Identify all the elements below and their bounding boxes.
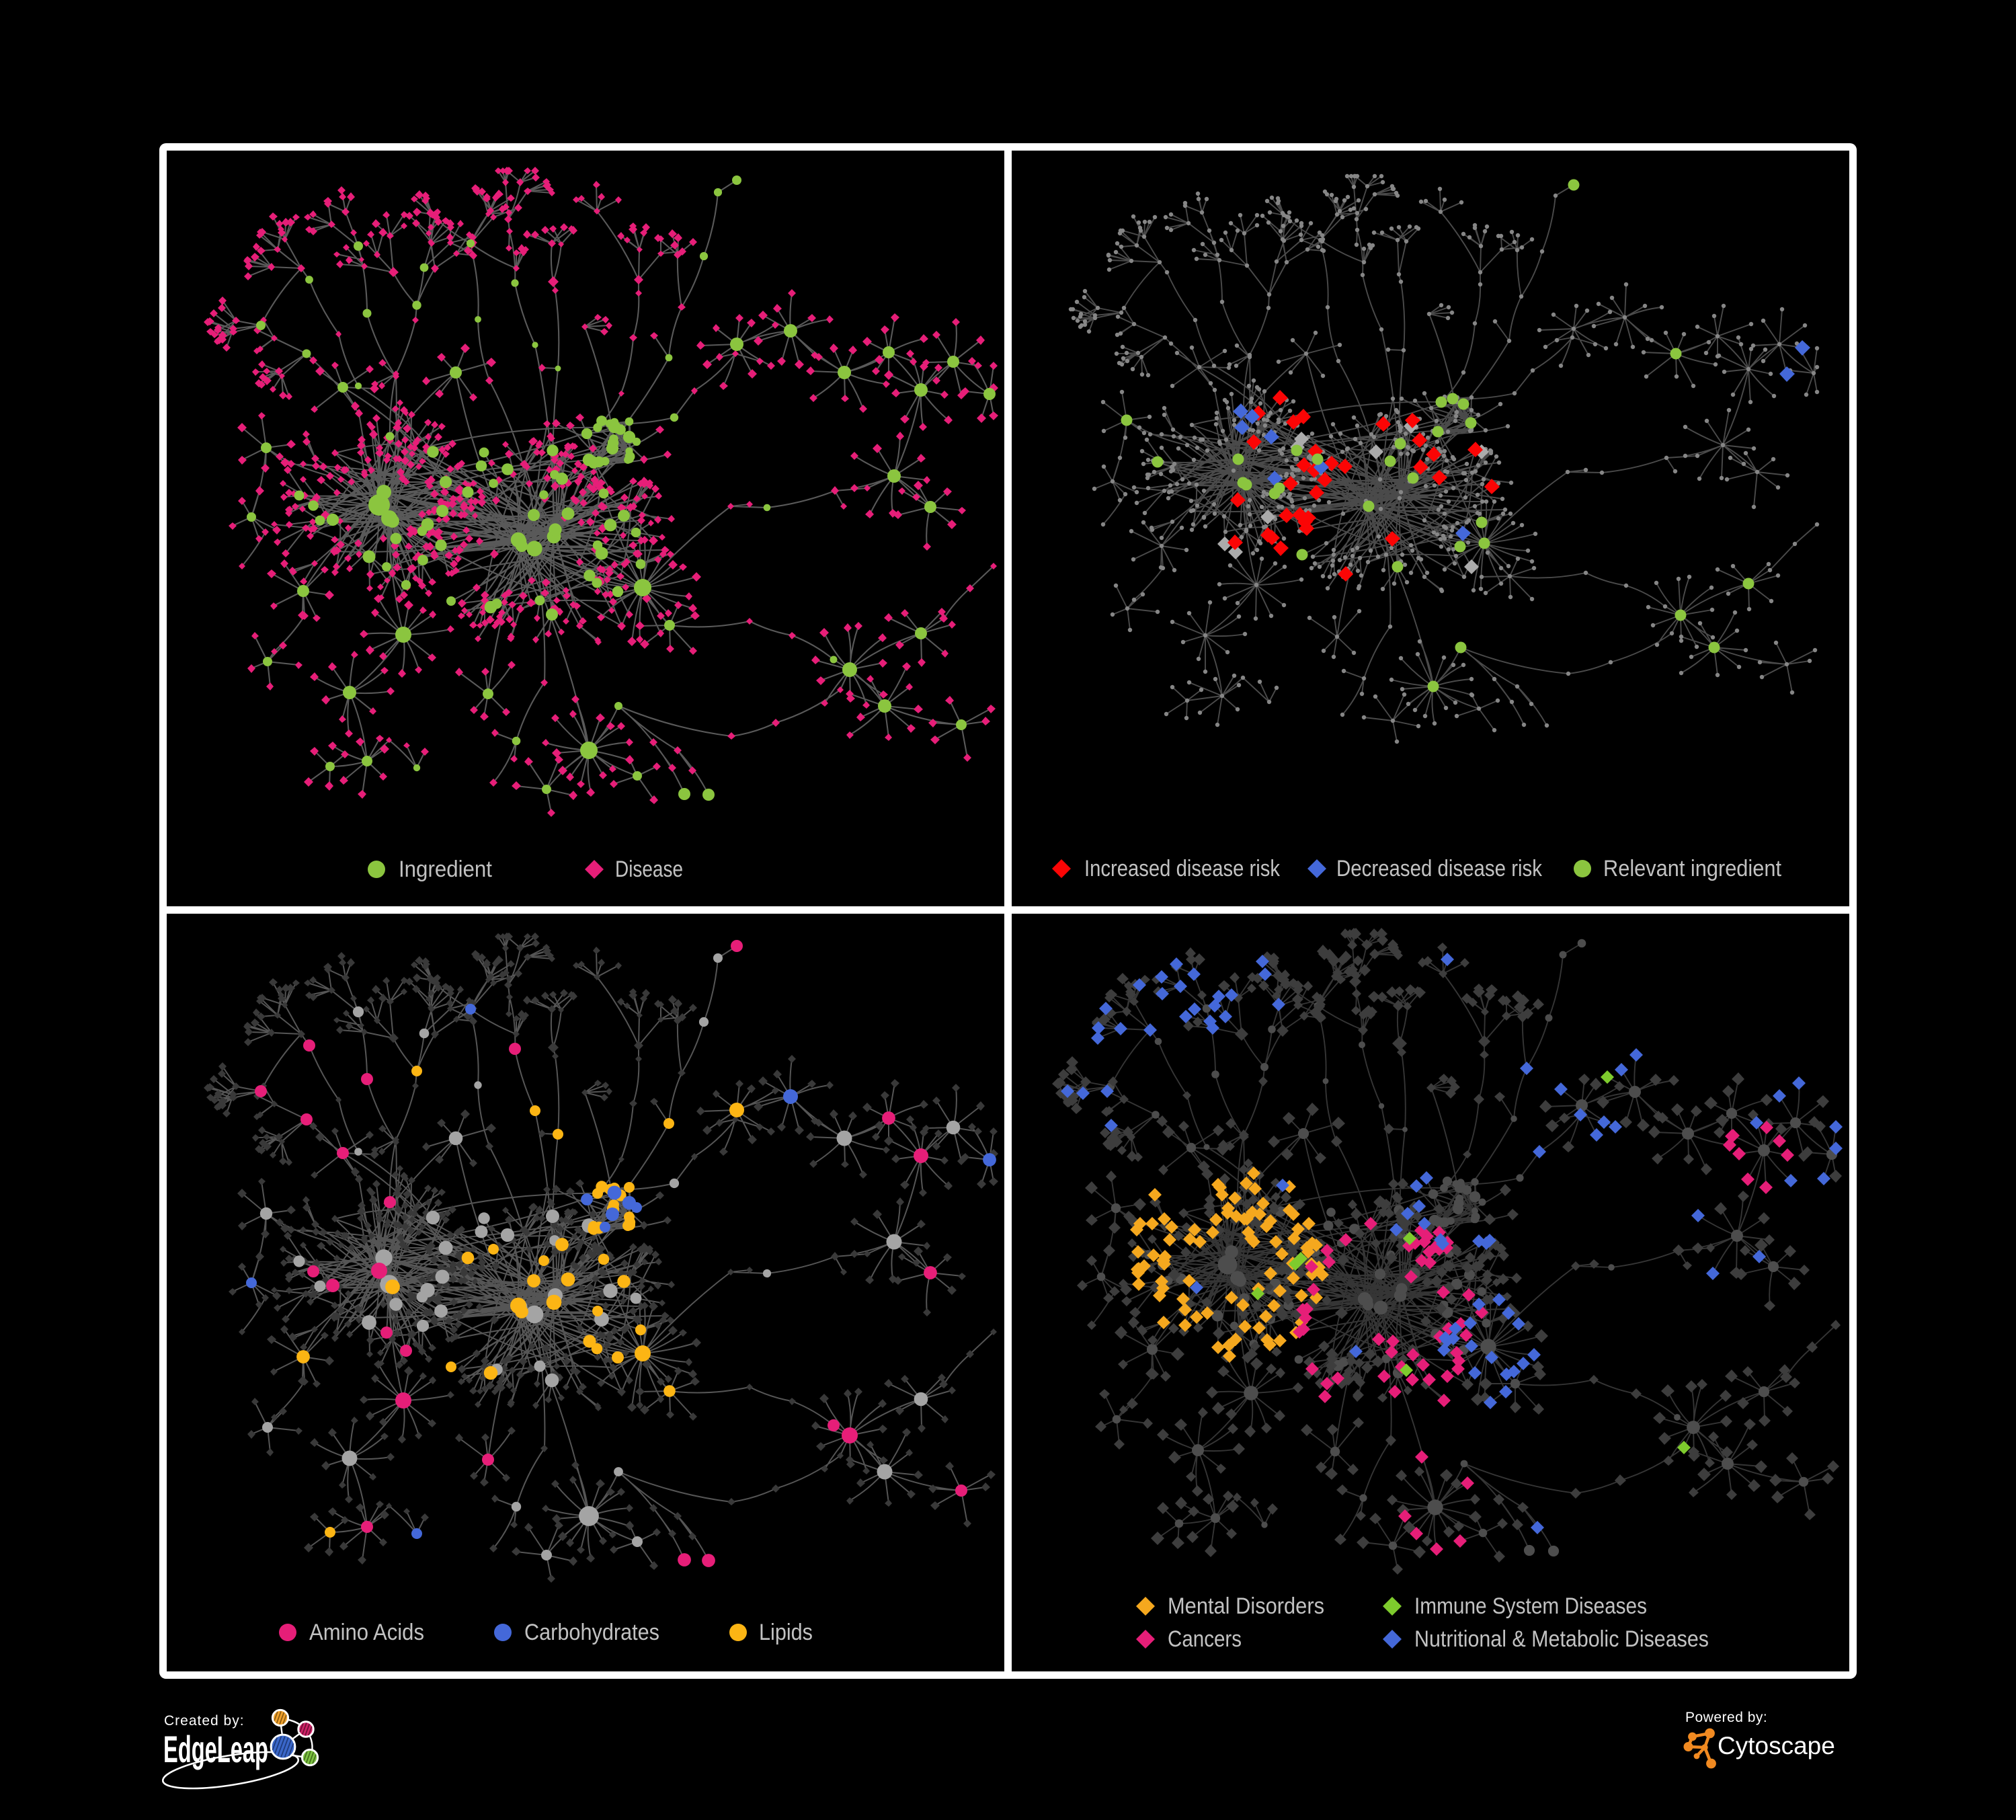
svg-text:Cytoscape: Cytoscape <box>1718 1732 1835 1759</box>
svg-text:Ingredient: Ingredient <box>399 857 492 882</box>
svg-text:Lipids: Lipids <box>759 1620 813 1645</box>
svg-text:Nutritional & Metabolic Diseas: Nutritional & Metabolic Diseases <box>1414 1626 1709 1652</box>
svg-text:Increased disease risk: Increased disease risk <box>1084 856 1281 881</box>
svg-text:Cancers: Cancers <box>1168 1626 1242 1652</box>
svg-text:Amino Acids: Amino Acids <box>309 1620 424 1645</box>
svg-text:Relevant ingredient: Relevant ingredient <box>1603 856 1782 881</box>
svg-text:Decreased disease risk: Decreased disease risk <box>1336 856 1543 881</box>
svg-text:Immune System Diseases: Immune System Diseases <box>1414 1593 1647 1619</box>
svg-text:Powered by:: Powered by: <box>1685 1710 1767 1725</box>
svg-text:EdgeLeap: EdgeLeap <box>163 1728 268 1770</box>
svg-text:Created by:: Created by: <box>164 1713 245 1729</box>
svg-text:Carbohydrates: Carbohydrates <box>524 1620 659 1645</box>
svg-text:Mental Disorders: Mental Disorders <box>1168 1593 1324 1619</box>
svg-text:Disease: Disease <box>615 857 683 882</box>
